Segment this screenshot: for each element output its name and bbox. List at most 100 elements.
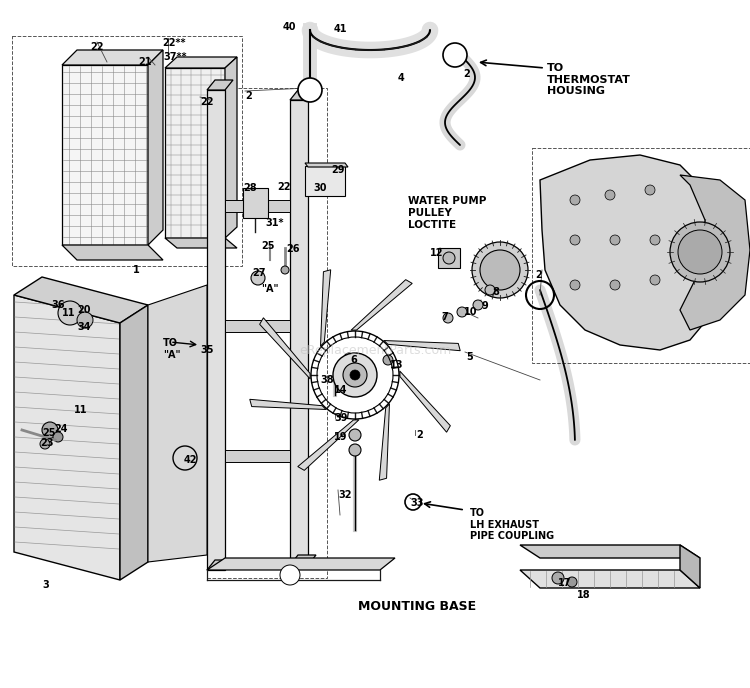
- Text: 22: 22: [90, 42, 104, 52]
- Text: 20: 20: [77, 305, 91, 315]
- Circle shape: [480, 250, 520, 290]
- Text: 27: 27: [252, 268, 266, 278]
- Text: 8: 8: [492, 287, 499, 297]
- Circle shape: [40, 439, 50, 449]
- Text: 26: 26: [286, 244, 299, 254]
- Circle shape: [570, 235, 580, 245]
- Text: 39: 39: [334, 413, 347, 423]
- Circle shape: [443, 313, 453, 323]
- Text: LOCTITE: LOCTITE: [408, 220, 456, 230]
- Polygon shape: [225, 450, 290, 462]
- Text: TO
"A": TO "A": [163, 338, 181, 360]
- Text: 19: 19: [334, 432, 347, 442]
- Text: 14: 14: [334, 385, 347, 395]
- Text: 1: 1: [133, 265, 140, 275]
- Circle shape: [610, 235, 620, 245]
- Circle shape: [349, 429, 361, 441]
- Circle shape: [552, 572, 564, 584]
- Text: 25: 25: [42, 428, 56, 438]
- Polygon shape: [207, 558, 395, 570]
- Text: 13: 13: [390, 360, 404, 370]
- Polygon shape: [438, 248, 460, 268]
- Circle shape: [333, 353, 377, 397]
- Circle shape: [42, 422, 58, 438]
- Text: 24: 24: [54, 424, 68, 434]
- Circle shape: [678, 230, 722, 274]
- Polygon shape: [298, 420, 359, 471]
- Circle shape: [473, 300, 483, 310]
- Circle shape: [570, 280, 580, 290]
- Text: 41: 41: [334, 24, 347, 34]
- Text: eReplacementParts.com: eReplacementParts.com: [299, 343, 452, 356]
- Polygon shape: [207, 560, 233, 570]
- Text: 6: 6: [350, 355, 357, 365]
- Circle shape: [567, 577, 577, 587]
- Text: MOUNTING BASE: MOUNTING BASE: [358, 600, 476, 613]
- Circle shape: [457, 307, 467, 317]
- Text: 11: 11: [62, 308, 76, 318]
- Text: 2: 2: [245, 91, 252, 101]
- Polygon shape: [400, 371, 450, 432]
- Text: 3: 3: [42, 580, 49, 590]
- Polygon shape: [260, 318, 310, 379]
- Polygon shape: [62, 50, 163, 65]
- Text: 22: 22: [277, 182, 290, 192]
- Text: 5: 5: [466, 352, 472, 362]
- Text: TO
LH EXHAUST
PIPE COUPLING: TO LH EXHAUST PIPE COUPLING: [470, 508, 554, 541]
- Text: 10: 10: [464, 307, 478, 317]
- Circle shape: [650, 275, 660, 285]
- Text: 21: 21: [138, 57, 152, 67]
- Circle shape: [645, 185, 655, 195]
- Text: 4: 4: [398, 73, 405, 83]
- Text: 37**: 37**: [163, 52, 187, 62]
- Circle shape: [383, 355, 393, 365]
- Circle shape: [298, 78, 322, 102]
- Text: 22**: 22**: [162, 38, 185, 48]
- Text: 29: 29: [331, 165, 344, 175]
- Circle shape: [53, 432, 63, 442]
- Polygon shape: [225, 320, 290, 332]
- Polygon shape: [520, 545, 700, 558]
- Polygon shape: [120, 305, 148, 580]
- Polygon shape: [351, 279, 412, 330]
- Polygon shape: [207, 90, 225, 570]
- Polygon shape: [384, 341, 460, 351]
- Text: 23: 23: [40, 438, 53, 448]
- Polygon shape: [165, 57, 237, 68]
- Text: 35: 35: [200, 345, 214, 355]
- Text: 32: 32: [338, 490, 352, 500]
- Polygon shape: [165, 238, 237, 248]
- Text: 40: 40: [283, 22, 296, 32]
- Text: 42: 42: [184, 455, 197, 465]
- Text: 38: 38: [320, 375, 334, 385]
- Text: 33: 33: [410, 498, 424, 508]
- Text: 34: 34: [77, 322, 91, 332]
- Text: 9: 9: [481, 301, 488, 311]
- Circle shape: [344, 353, 354, 363]
- Text: 11: 11: [74, 405, 88, 415]
- Circle shape: [605, 190, 615, 200]
- Polygon shape: [680, 545, 700, 588]
- Circle shape: [349, 444, 361, 456]
- Text: 25: 25: [261, 241, 274, 251]
- Polygon shape: [62, 65, 148, 245]
- Circle shape: [570, 195, 580, 205]
- Polygon shape: [14, 277, 148, 323]
- Circle shape: [58, 301, 82, 325]
- Circle shape: [343, 363, 367, 387]
- Bar: [12, 36, 242, 266]
- Text: 7: 7: [441, 312, 448, 322]
- Circle shape: [472, 242, 528, 298]
- Circle shape: [350, 370, 360, 380]
- Text: 2: 2: [416, 430, 423, 440]
- Text: "A": "A": [261, 284, 278, 294]
- Text: 22: 22: [200, 97, 214, 107]
- Text: TO
THERMOSTAT
HOUSING: TO THERMOSTAT HOUSING: [547, 63, 631, 96]
- Circle shape: [650, 235, 660, 245]
- Polygon shape: [207, 80, 233, 90]
- Polygon shape: [148, 285, 207, 562]
- Polygon shape: [250, 399, 326, 409]
- Polygon shape: [520, 570, 700, 588]
- Circle shape: [443, 252, 455, 264]
- Polygon shape: [380, 404, 389, 480]
